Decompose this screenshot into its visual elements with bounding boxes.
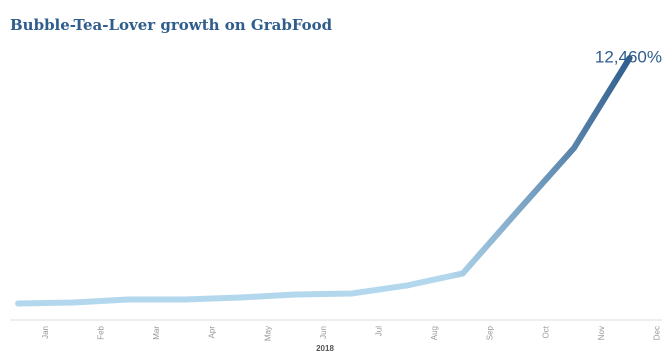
line [15,55,633,307]
chart-title: Bubble-Tea-Lover growth on GrabFood [10,16,333,34]
x-tick-label: Oct [541,325,550,338]
x-tick-label: May [263,326,272,341]
x-tick-label: Jun [319,326,328,339]
x-tick-label: Jul [375,326,384,336]
x-tick-label: Feb [97,325,106,339]
x-tick-label: Apr [208,326,217,339]
annotation: 12,460% [595,47,662,66]
x-tick-label: Dec [653,326,662,340]
x-tick-label: Nov [597,326,606,340]
x-tick-label: Sep [486,325,495,340]
x-tick-label: Mar [152,326,161,340]
x-axis-label: 2018 [316,344,334,353]
x-tick-label: Jan [41,326,50,339]
x-tick-label: Aug [430,326,439,340]
